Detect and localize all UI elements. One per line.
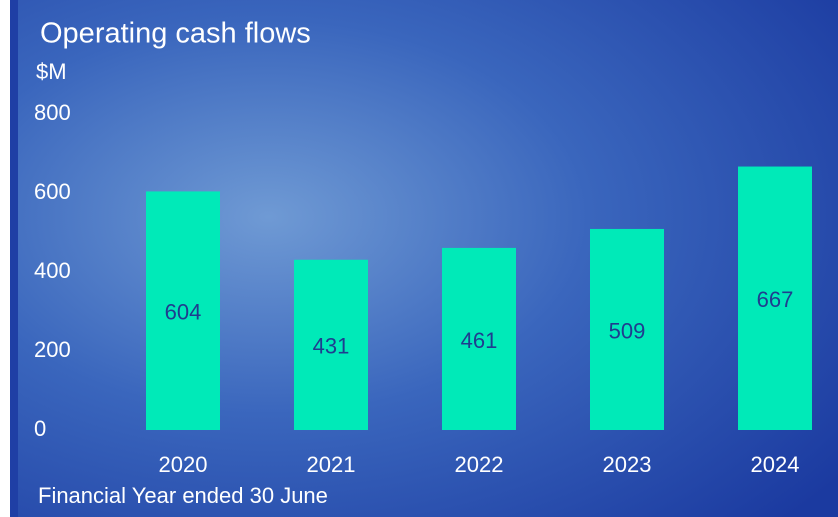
x-tick-label: 2023: [603, 452, 652, 477]
left-edge: [0, 0, 10, 517]
y-tick-label: 400: [34, 258, 71, 283]
y-tick-label: 600: [34, 179, 71, 204]
y-tick-label: 800: [34, 100, 71, 125]
bar: [738, 166, 812, 430]
x-tick-label: 2020: [159, 452, 208, 477]
y-tick-label: 200: [34, 337, 71, 362]
x-tick-label: 2021: [307, 452, 356, 477]
chart-title: Operating cash flows: [40, 18, 311, 50]
data-label: 667: [757, 287, 794, 312]
x-axis-label: Financial Year ended 30 June: [38, 483, 328, 508]
data-label: 604: [165, 300, 202, 325]
bar: [590, 228, 664, 430]
data-label: 431: [313, 334, 350, 359]
left-strip: [10, 0, 18, 517]
x-tick-label: 2024: [751, 452, 800, 477]
x-tick-label: 2022: [455, 452, 504, 477]
data-label: 509: [609, 318, 646, 343]
bar: [442, 247, 516, 430]
y-tick-label: 0: [34, 416, 46, 441]
y-axis-label: $M: [36, 59, 67, 84]
bar: [146, 191, 220, 430]
bar: [294, 259, 368, 430]
data-label: 461: [461, 328, 498, 353]
